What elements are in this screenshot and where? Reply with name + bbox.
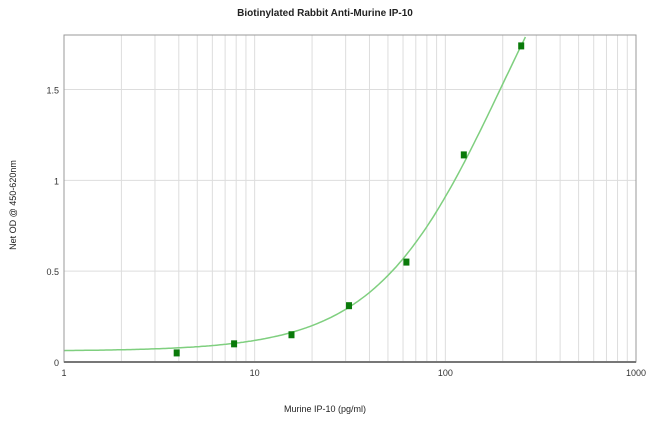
x-axis-label: Murine IP-10 (pg/ml)	[284, 404, 366, 414]
y-tick-label: 1.5	[46, 86, 59, 96]
y-tick-label: 1	[54, 176, 59, 186]
y-tick-label: 0.5	[46, 267, 59, 277]
plot-frame	[63, 34, 637, 363]
fit-curve-layer	[63, 36, 527, 352]
data-point	[288, 331, 295, 339]
fit-curve	[63, 36, 527, 352]
data-point	[403, 258, 410, 266]
tick-labels: 1 10 100 1000 0 0.5 1 1.5	[46, 86, 646, 379]
chart-title: Biotinylated Rabbit Anti-Murine IP-10	[237, 8, 413, 19]
data-point	[173, 349, 180, 357]
data-point	[346, 302, 353, 310]
axes	[63, 34, 637, 363]
y-tick-label: 0	[54, 358, 59, 368]
x-tick-label: 1000	[626, 368, 646, 378]
x-tick-label: 10	[250, 368, 260, 378]
data-point	[518, 42, 525, 50]
grid	[64, 35, 636, 362]
data-point	[460, 151, 467, 159]
y-axis-label: Net OD @ 450-620nm	[8, 160, 18, 250]
x-tick-label: 1	[61, 368, 66, 378]
data-points	[173, 42, 525, 357]
x-tick-label: 100	[438, 368, 453, 378]
data-point	[231, 340, 238, 348]
